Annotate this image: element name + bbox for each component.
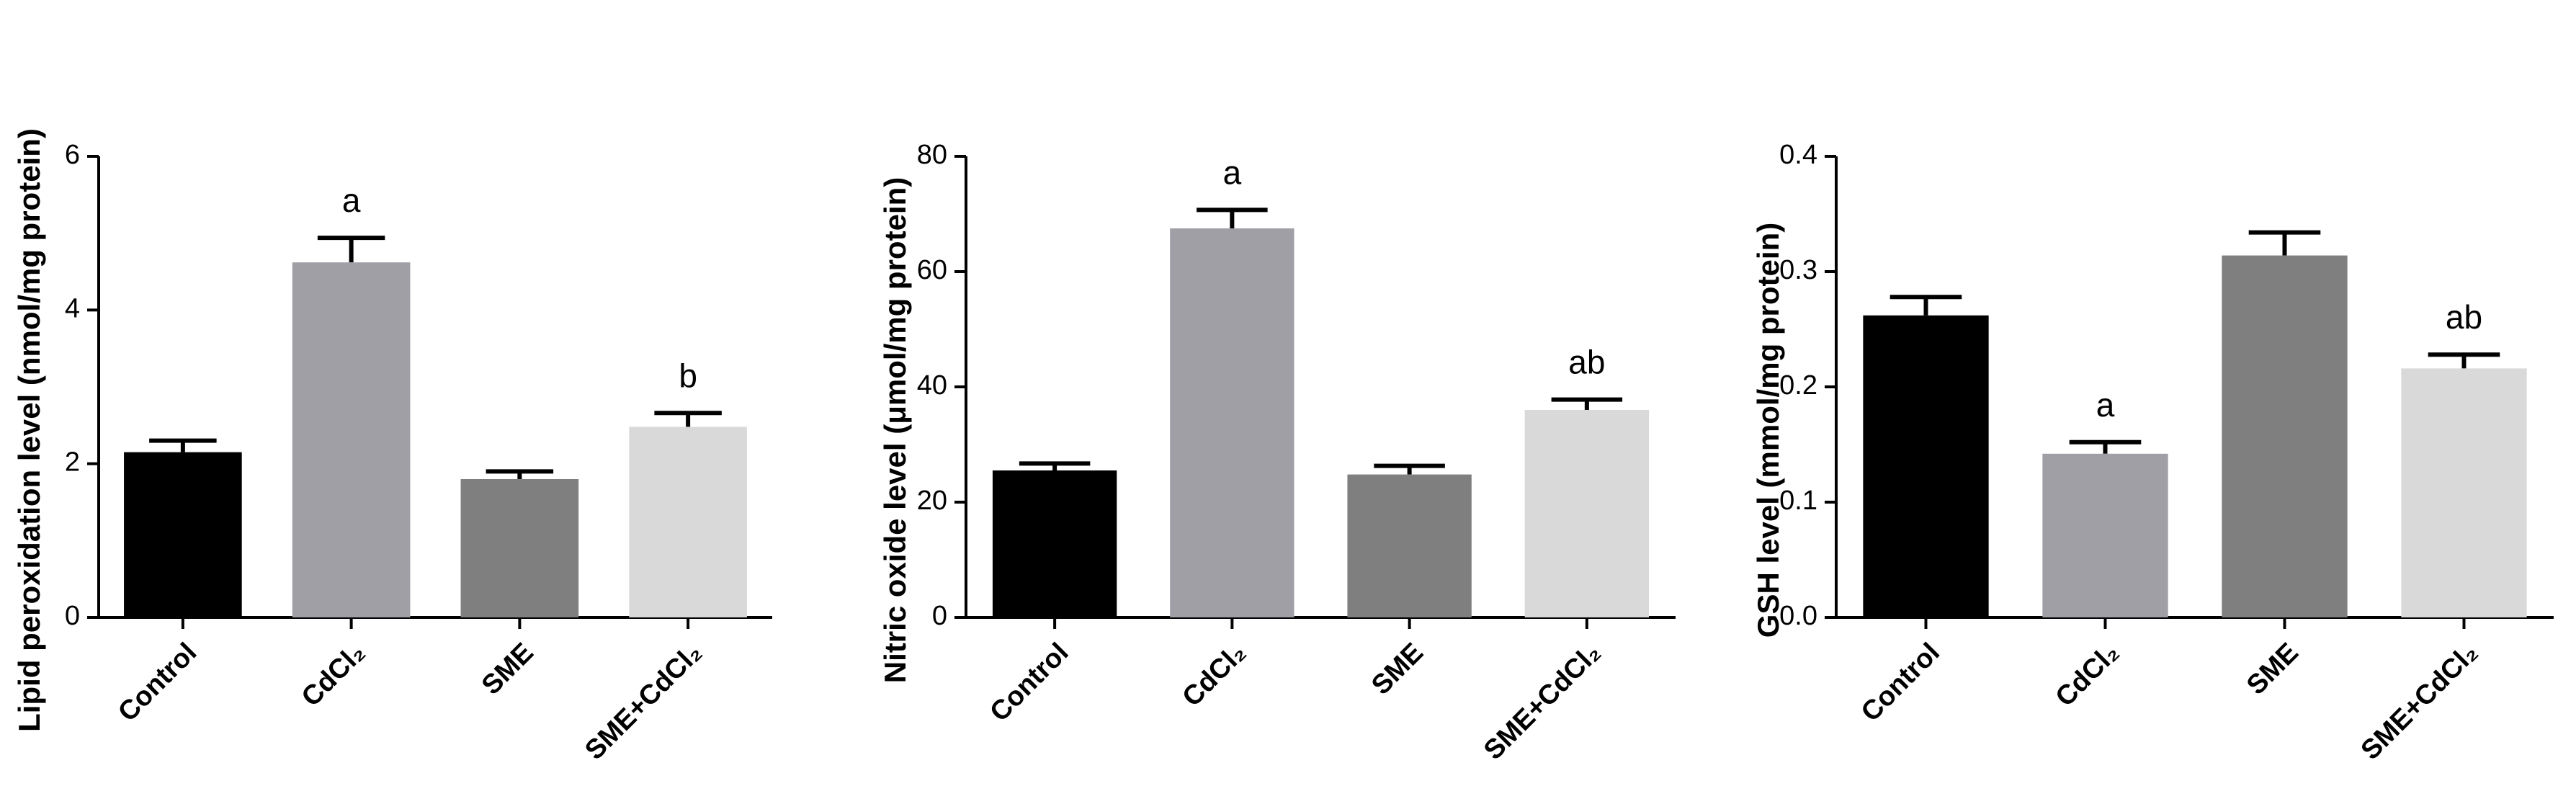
significance-letter: b: [679, 357, 697, 394]
y-tick-label: 20: [917, 486, 947, 516]
y-tick-label: 40: [917, 370, 947, 401]
significance-letter: a: [342, 182, 361, 219]
bar: [2401, 368, 2527, 617]
x-tick-label: CdCl₂: [2050, 638, 2125, 713]
x-tick-label: SME: [1366, 638, 1429, 701]
y-axis-title: Lipid peroxidation level (nmol/mg protei…: [12, 128, 46, 732]
significance-letter: a: [2096, 386, 2115, 424]
y-tick-label: 0.2: [1779, 370, 1817, 401]
y-tick-label: 4: [65, 293, 80, 323]
significance-letter: ab: [2446, 298, 2482, 336]
y-tick-label: 6: [65, 140, 80, 170]
significance-letter: a: [1223, 153, 1242, 191]
bar: [1170, 228, 1294, 617]
bar: [2042, 453, 2168, 617]
bar: [124, 452, 242, 617]
x-tick-label: SME: [2241, 638, 2304, 701]
x-tick-label: SME+CdCl₂: [2356, 638, 2484, 766]
y-tick-label: 0.0: [1779, 601, 1817, 631]
y-axis-title: GSH level (mmol/mg protein): [1751, 223, 1785, 638]
bar: [1347, 474, 1472, 617]
x-tick-label: Control: [112, 638, 202, 728]
y-tick-label: 80: [917, 140, 947, 170]
y-axis-title: Nitric oxide level (μmol/mg protein): [878, 177, 912, 683]
y-tick-label: 2: [65, 447, 80, 478]
x-tick-label: SME+CdCl₂: [1478, 638, 1606, 766]
x-tick-label: Control: [984, 638, 1074, 728]
x-tick-label: SME: [476, 638, 540, 701]
bar: [2222, 255, 2348, 617]
y-tick-label: 0.3: [1779, 255, 1817, 285]
bar: [1863, 315, 1989, 617]
y-tick-label: 0.4: [1779, 140, 1817, 170]
y-tick-label: 0: [65, 601, 80, 631]
bar: [460, 479, 579, 617]
y-tick-label: 60: [917, 255, 947, 285]
bar: [292, 262, 411, 617]
x-tick-label: CdCl₂: [296, 638, 371, 713]
y-tick-label: 0: [932, 601, 947, 631]
bar: [1524, 410, 1650, 617]
y-tick-label: 0.1: [1779, 486, 1817, 516]
bar: [992, 470, 1117, 617]
x-tick-label: SME+CdCl₂: [579, 638, 707, 766]
x-tick-label: Control: [1856, 638, 1946, 728]
x-tick-label: CdCl₂: [1177, 638, 1252, 713]
bar: [629, 426, 747, 617]
significance-letter: ab: [1568, 344, 1605, 381]
